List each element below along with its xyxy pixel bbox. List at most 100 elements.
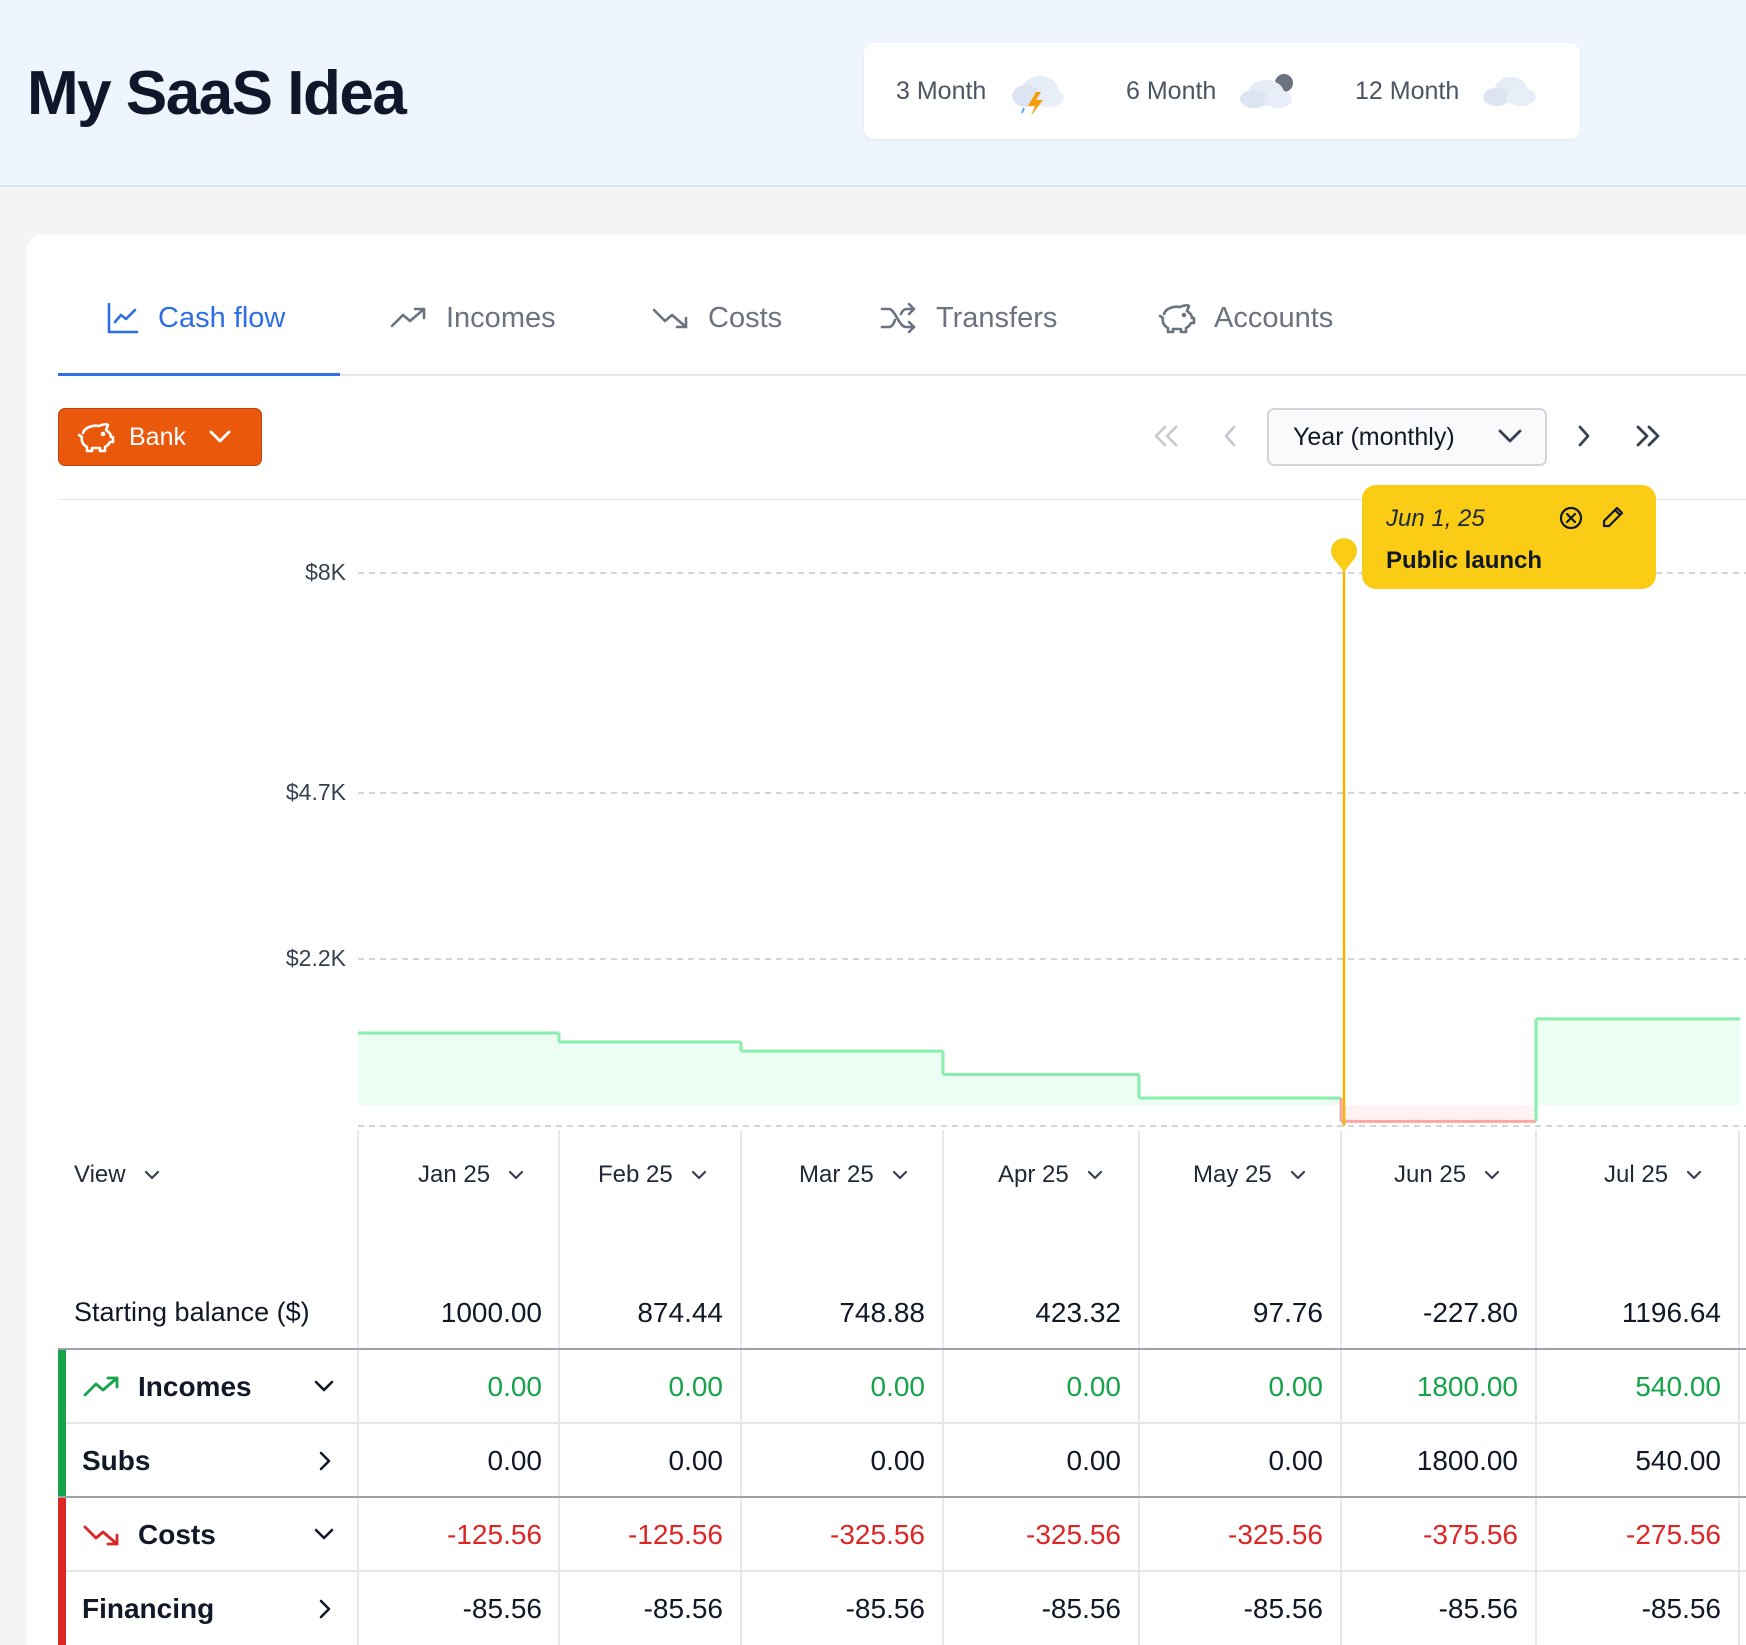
table-cell: 0.00 [870,1371,926,1402]
view-label: View [74,1161,126,1188]
chevron-down-icon [508,1170,524,1180]
row-label-subs[interactable]: Subs [82,1445,151,1476]
area-segment [741,1051,943,1105]
column-label: Mar 25 [799,1161,874,1188]
chevron-down-icon[interactable] [312,1525,336,1543]
column-label: May 25 [1193,1161,1272,1188]
chevron-down-icon [892,1170,907,1180]
table-cell: -325.56 [1228,1519,1323,1550]
forecast-6-month[interactable]: 6 Month [1126,43,1300,139]
table-cell: 0.00 [1066,1371,1122,1402]
table-cell: 540.00 [1635,1371,1721,1402]
close-circle-icon[interactable] [1558,505,1584,531]
table-column-divider [558,1130,560,1645]
table-column-divider [740,1130,742,1645]
table-cell: -125.56 [628,1519,723,1550]
column-header-may-25[interactable]: May 25 [1193,1158,1306,1192]
trend-up-icon [83,1376,119,1397]
table-cell: -375.56 [1423,1519,1518,1550]
area-segment [1536,1018,1740,1105]
table-cell: 1800.00 [1416,1445,1518,1476]
table-cell: 97.76 [1252,1297,1323,1328]
milestone-title: Public launch [1386,547,1543,574]
milestone-pin-icon[interactable] [1331,538,1357,572]
column-header-jan-25[interactable]: Jan 25 [418,1158,524,1192]
pencil-icon[interactable] [1600,504,1626,530]
forecast-panel: 3 Month 6 Month 12 Month [864,43,1580,139]
table-cell: 748.88 [839,1297,925,1328]
row-separator [66,1422,1746,1424]
trend-down-icon [652,308,688,329]
first-period-button[interactable] [1146,416,1186,456]
period-select[interactable]: Year (monthly) [1267,408,1547,466]
tab-bar: Cash flow Incomes Costs Transfers Accoun… [58,262,1746,376]
table-cell: 0.00 [870,1445,926,1476]
table-cell: -325.56 [830,1519,925,1550]
account-select-label: Bank [129,422,186,451]
column-label: Jul 25 [1604,1161,1669,1188]
forecast-label: 6 Month [1126,76,1217,105]
milestone-marker[interactable]: Jun 1, 25 Public launch [1362,485,1656,589]
y-tick-label: $8K [305,559,346,585]
previous-period-button[interactable] [1210,416,1250,456]
tab-transfers[interactable]: Transfers [880,262,1057,374]
chevron-right-icon[interactable] [316,1449,334,1473]
tab-cash-flow[interactable]: Cash flow [106,262,285,374]
column-header-jun-25[interactable]: Jun 25 [1394,1158,1500,1192]
costs-group-accent [58,1498,66,1645]
row-separator [66,1570,1746,1572]
column-label: Apr 25 [998,1161,1069,1188]
tab-accounts[interactable]: Accounts [1158,262,1333,374]
table-cell: -275.56 [1626,1519,1721,1550]
tab-label: Transfers [936,301,1058,334]
chevron-right-icon [1578,425,1590,447]
column-label: Jun 25 [1394,1161,1467,1188]
y-tick-label: $4.7K [285,779,346,805]
area-segment [358,1033,559,1105]
piggy-bank-icon [1158,304,1196,334]
tab-label: Cash flow [158,301,286,334]
table-cell: 1000.00 [440,1297,542,1328]
chevron-down-icon [691,1170,706,1180]
row-separator [58,1348,1746,1350]
view-dropdown[interactable]: View [74,1158,160,1192]
chevron-down-icon [1087,1170,1102,1180]
tab-incomes[interactable]: Incomes [390,262,556,374]
forecast-12-month[interactable]: 12 Month [1355,43,1539,139]
row-label-costs: Costs [138,1519,216,1550]
column-header-apr-25[interactable]: Apr 25 [998,1158,1103,1192]
table-cell: -85.56 [1243,1593,1323,1624]
chevron-down-icon [1290,1170,1305,1180]
column-header-feb-25[interactable]: Feb 25 [598,1158,707,1192]
table-cell: 0.00 [1268,1371,1324,1402]
last-period-button[interactable] [1628,416,1668,456]
app-title: My SaaS Idea [27,59,407,128]
account-select-button[interactable]: Bank [58,408,262,466]
tab-label: Accounts [1214,301,1334,334]
costs-group-toggle[interactable]: Costs [82,1519,216,1551]
chevrons-left-icon [1154,425,1178,447]
incomes-group-toggle[interactable]: Incomes [82,1371,252,1403]
table-column-divider [357,1130,359,1645]
table-column-divider [1340,1130,1342,1645]
area-segment [943,1074,1139,1105]
chevron-down-icon[interactable] [312,1377,336,1395]
shuffle-icon [880,302,916,334]
forecast-3-month[interactable]: 3 Month [896,43,1066,139]
piggy-bank-icon [77,423,115,453]
chevron-right-icon[interactable] [316,1597,334,1621]
table-cell: -85.56 [462,1593,542,1624]
tab-costs[interactable]: Costs [652,262,782,374]
area-segment [1139,1097,1341,1105]
area-segment [1341,1105,1536,1122]
table-cell: 0.00 [668,1445,724,1476]
tab-label: Costs [708,301,783,334]
row-label-financing[interactable]: Financing [82,1593,215,1624]
next-period-button[interactable] [1564,416,1604,456]
table-cell: -325.56 [1026,1519,1121,1550]
table-cell: 0.00 [487,1371,543,1402]
column-header-jul-25[interactable]: Jul 25 [1604,1158,1702,1192]
chevron-down-icon [1498,429,1522,443]
header-bar: My SaaS Idea 3 Month 6 Month 12 Month [0,0,1746,187]
column-header-mar-25[interactable]: Mar 25 [799,1158,908,1192]
